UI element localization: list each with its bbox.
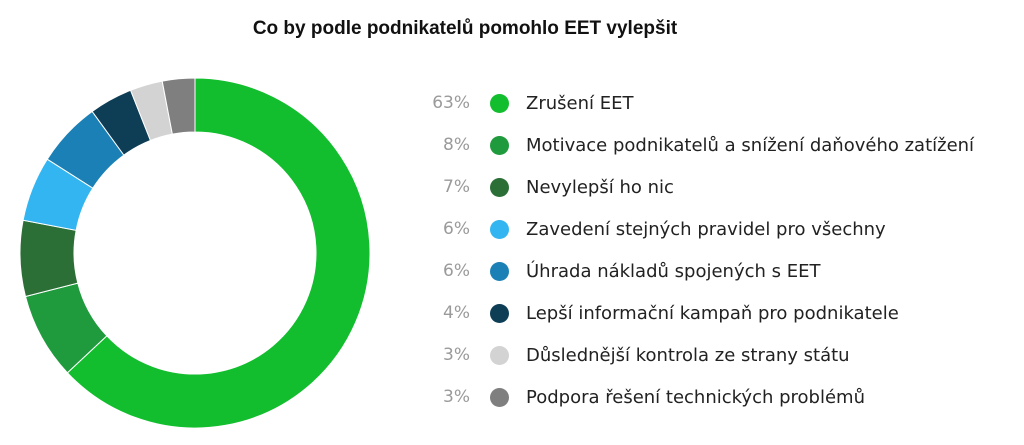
legend-item: 6% Úhrada nákladů spojených s EET xyxy=(420,250,974,292)
legend-value: 63% xyxy=(432,93,470,113)
legend-label: Zrušení EET xyxy=(526,92,634,114)
legend-item: 3% Důslednější kontrola ze strany státu xyxy=(420,334,974,376)
legend-item: 6% Zavedení stejných pravidel pro všechny xyxy=(420,208,974,250)
legend-label: Podpora řešení technických problémů xyxy=(526,386,865,408)
legend-item: 63% Zrušení EET xyxy=(420,82,974,124)
legend-swatch xyxy=(490,387,509,407)
legend-label: Zavedení stejných pravidel pro všechny xyxy=(526,218,886,240)
donut-slice-3 xyxy=(19,219,79,298)
legend-value: 6% xyxy=(443,261,470,281)
legend-label: Lepší informační kampaň pro podnikatele xyxy=(526,302,899,324)
donut-chart xyxy=(19,77,371,429)
legend-swatch xyxy=(490,303,509,323)
legend-value: 4% xyxy=(443,303,470,323)
legend-swatch xyxy=(490,219,509,239)
legend-item: 8% Motivace podnikatelů a snížení daňovéh… xyxy=(420,124,974,166)
legend-label: Nevylepší ho nic xyxy=(526,176,674,198)
chart-legend: 63% Zrušení EET 8% Motivace podnikatelů a s… xyxy=(420,82,974,418)
legend-item: 4% Lepší informační kampaň pro podnikatel… xyxy=(420,292,974,334)
legend-value: 8% xyxy=(443,135,470,155)
legend-label: Úhrada nákladů spojených s EET xyxy=(526,260,821,282)
legend-label: Důslednější kontrola ze strany státu xyxy=(526,344,850,366)
donut-slice-8 xyxy=(161,77,196,135)
legend-value: 3% xyxy=(443,345,470,365)
legend-item: 7% Nevylepší ho nic xyxy=(420,166,974,208)
legend-label: Motivace podnikatelů a snížení daňového … xyxy=(526,134,975,156)
legend-value: 7% xyxy=(443,177,470,197)
legend-swatch xyxy=(490,261,509,281)
legend-swatch xyxy=(490,93,509,113)
legend-item: 3% Podpora řešení technických problémů xyxy=(420,376,974,418)
donut-slice-1 xyxy=(66,77,371,429)
chart-title: Co by podle podnikatelů pomohlo EET vyle… xyxy=(252,18,678,39)
legend-swatch xyxy=(490,135,509,155)
legend-value: 3% xyxy=(443,387,470,407)
legend-value: 6% xyxy=(443,219,470,239)
legend-swatch xyxy=(490,177,509,197)
legend-swatch xyxy=(490,345,509,365)
